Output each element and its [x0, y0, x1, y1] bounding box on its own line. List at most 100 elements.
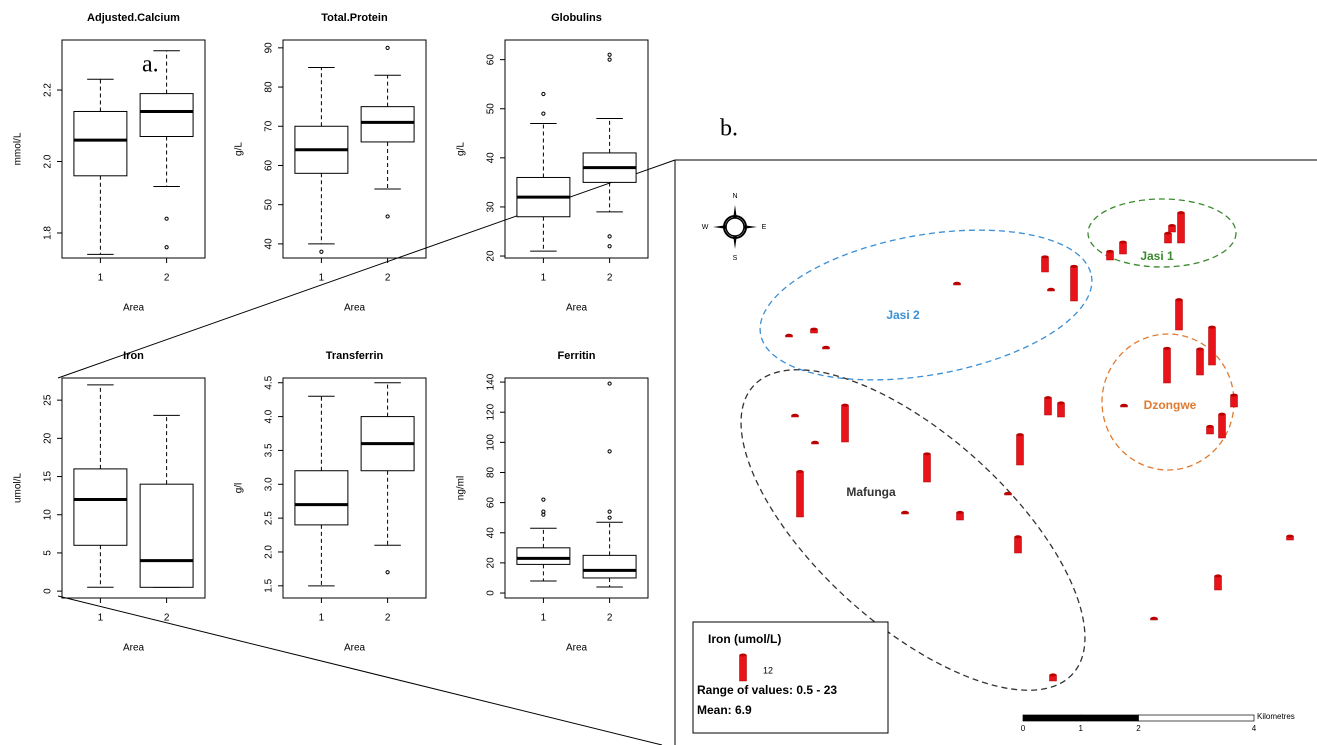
- outlier: [164, 245, 169, 250]
- x-axis-label: Area: [566, 643, 588, 654]
- compass-letter: E: [762, 224, 767, 231]
- site-bar: [1057, 401, 1065, 418]
- box-chart: Iron umol/L Area 0 5 10 15 20 25 1 2: [13, 350, 206, 654]
- bar-top: [1208, 325, 1216, 329]
- y-tick-label: 80: [264, 81, 275, 93]
- y-tick-label: 140: [486, 373, 497, 390]
- outlier: [607, 57, 612, 62]
- site-bar: [1196, 347, 1204, 376]
- y-tick-label: 90: [264, 42, 275, 54]
- y-tick-label: 40: [486, 152, 497, 164]
- y-tick-label: 2.0: [264, 545, 275, 559]
- bar-top: [1164, 231, 1172, 235]
- outlier: [541, 91, 546, 97]
- site-bar: [1004, 491, 1012, 496]
- plot-frame: [61, 377, 206, 599]
- box: [360, 106, 415, 143]
- x-tick-label: 1: [98, 613, 104, 624]
- plot-frame: [504, 377, 649, 599]
- site-bar: [923, 452, 931, 483]
- y-tick-label: 70: [264, 120, 275, 132]
- box-chart: Ferritin ng/ml Area 0 20 40 60 80 100 120 140 1 2: [456, 350, 649, 654]
- box: [139, 483, 194, 588]
- plot-frame: [282, 39, 427, 259]
- bar-top: [785, 333, 793, 337]
- bar-body: [923, 453, 931, 483]
- bar-top: [1168, 224, 1176, 227]
- legend: Iron (umol/L) 12 Range of values: 0.5 - 23…: [692, 621, 889, 734]
- bar-top: [1120, 403, 1128, 407]
- chart-title: Globulins: [551, 12, 602, 24]
- box-chart: Adjusted.Calcium mmol/L Area 1.8 2.0 2.2 1 2: [13, 12, 206, 314]
- y-tick-label: 2.2: [43, 83, 54, 97]
- chart-title: Adjusted.Calcium: [87, 12, 180, 24]
- y-tick-label: 2.5: [264, 511, 275, 525]
- site-bar: [785, 333, 793, 338]
- y-tick-label: 5: [43, 550, 54, 556]
- x-tick-label: 1: [319, 613, 325, 624]
- x-tick-label: 1: [319, 273, 325, 284]
- x-axis-label: Area: [344, 303, 366, 314]
- y-axis-label: mmol/L: [13, 132, 24, 165]
- x-tick-label: 2: [164, 613, 170, 624]
- x-tick-label: 1: [541, 273, 547, 284]
- outlier: [607, 52, 612, 57]
- site-bar: [1214, 574, 1222, 591]
- box: [516, 547, 571, 565]
- legend-range: Range of values: 0.5 - 23: [697, 683, 837, 697]
- y-tick-label: 50: [486, 103, 497, 115]
- scale-tick-label: 2: [1136, 724, 1141, 733]
- legend-title: Iron (umol/L): [708, 632, 781, 646]
- plot-frame: [282, 377, 427, 599]
- bar-body: [1208, 326, 1216, 366]
- box: [582, 554, 637, 579]
- bar-top: [1177, 211, 1185, 215]
- scale-segment: [1138, 714, 1255, 722]
- panel-label: a.: [142, 52, 159, 78]
- site-bar: [1070, 264, 1078, 302]
- x-tick-label: 2: [385, 613, 391, 624]
- bar-top: [923, 452, 931, 456]
- site-bar: [1230, 393, 1238, 408]
- site-bar: [1014, 535, 1022, 554]
- bar-body: [739, 654, 747, 682]
- bar-body: [1230, 394, 1238, 408]
- chart-title: Total.Protein: [321, 12, 388, 24]
- y-tick-label: 120: [486, 403, 497, 420]
- bar-top: [1004, 491, 1012, 495]
- y-tick-label: 30: [486, 201, 497, 213]
- bar-top: [1119, 240, 1127, 244]
- bar-body: [1016, 434, 1024, 466]
- site-bar: [810, 327, 818, 334]
- compass-center: [725, 217, 745, 237]
- box-chart: Transferrin g/l Area 1.5 2.0 2.5 3.0 3.5 4.0 4.5 1…: [234, 350, 427, 654]
- bar-top: [796, 470, 804, 473]
- bar-body: [841, 404, 849, 443]
- site-bar: [1168, 224, 1176, 233]
- x-tick-label: 1: [541, 613, 547, 624]
- region-outline: [740, 369, 1086, 691]
- bar-top: [1014, 535, 1022, 539]
- scale-unit: Kilometres: [1257, 712, 1295, 721]
- site-bar: [791, 413, 799, 418]
- scale-segment: [1080, 714, 1139, 722]
- box: [294, 470, 349, 526]
- site-bar: [822, 345, 830, 350]
- bar-top: [739, 653, 747, 657]
- plot-frame: [61, 39, 206, 259]
- site-bar: [956, 510, 964, 521]
- site-bar: [1208, 325, 1216, 366]
- site-bar: [1150, 616, 1158, 621]
- y-tick-label: 20: [486, 557, 497, 569]
- bar-body: [1177, 212, 1185, 244]
- bar-body: [1041, 256, 1049, 273]
- box-chart: Globulins g/L Area 20 30 40 50 60 1 2: [456, 12, 649, 314]
- scale-tick-label: 0: [1021, 724, 1026, 733]
- bar-top: [953, 281, 961, 285]
- site-bar: [1120, 403, 1128, 408]
- site-bar: [1163, 346, 1171, 384]
- compass-letter: W: [702, 224, 709, 231]
- y-tick-label: 3.5: [264, 443, 275, 457]
